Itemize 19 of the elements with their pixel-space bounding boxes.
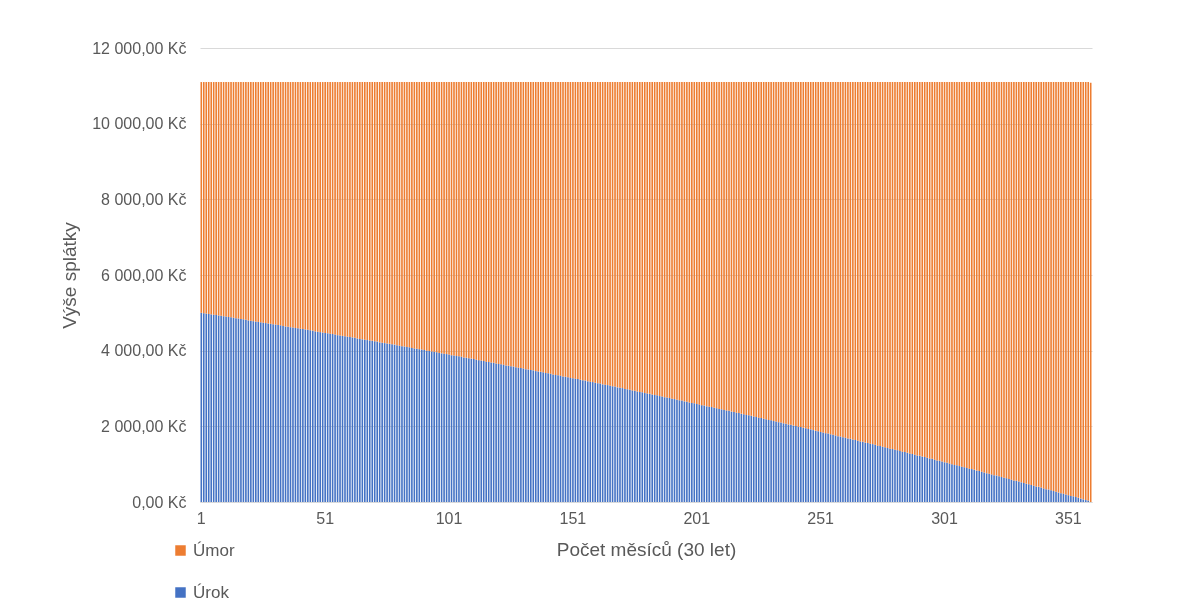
y-tick-label: 0,00 Kč [132,493,187,511]
y-tick-label: 12 000,00 Kč [92,39,187,57]
legend-label: Úmor [193,540,235,560]
y-tick-label: 10 000,00 Kč [92,115,187,133]
x-tick-label: 101 [435,509,463,527]
x-tick-label: 251 [807,509,835,527]
x-tick-label: 151 [559,509,587,527]
y-tick-label: 2 000,00 Kč [101,417,187,435]
y-axis-title: Výše splátky [59,221,81,329]
x-tick-label: 351 [1055,509,1082,527]
legend-label: Úrok [193,582,230,602]
y-tick-label: 8 000,00 Kč [101,190,187,208]
y-tick-label: 6 000,00 Kč [101,266,187,284]
x-tick-label: 201 [683,509,711,527]
x-tick-label: 1 [196,509,206,527]
y-tick-label: 4 000,00 Kč [101,342,187,360]
x-tick-label: 301 [931,509,958,527]
x-tick-label: 51 [316,509,335,527]
x-axis-title: Počet měsíců (30 let) [556,538,737,560]
